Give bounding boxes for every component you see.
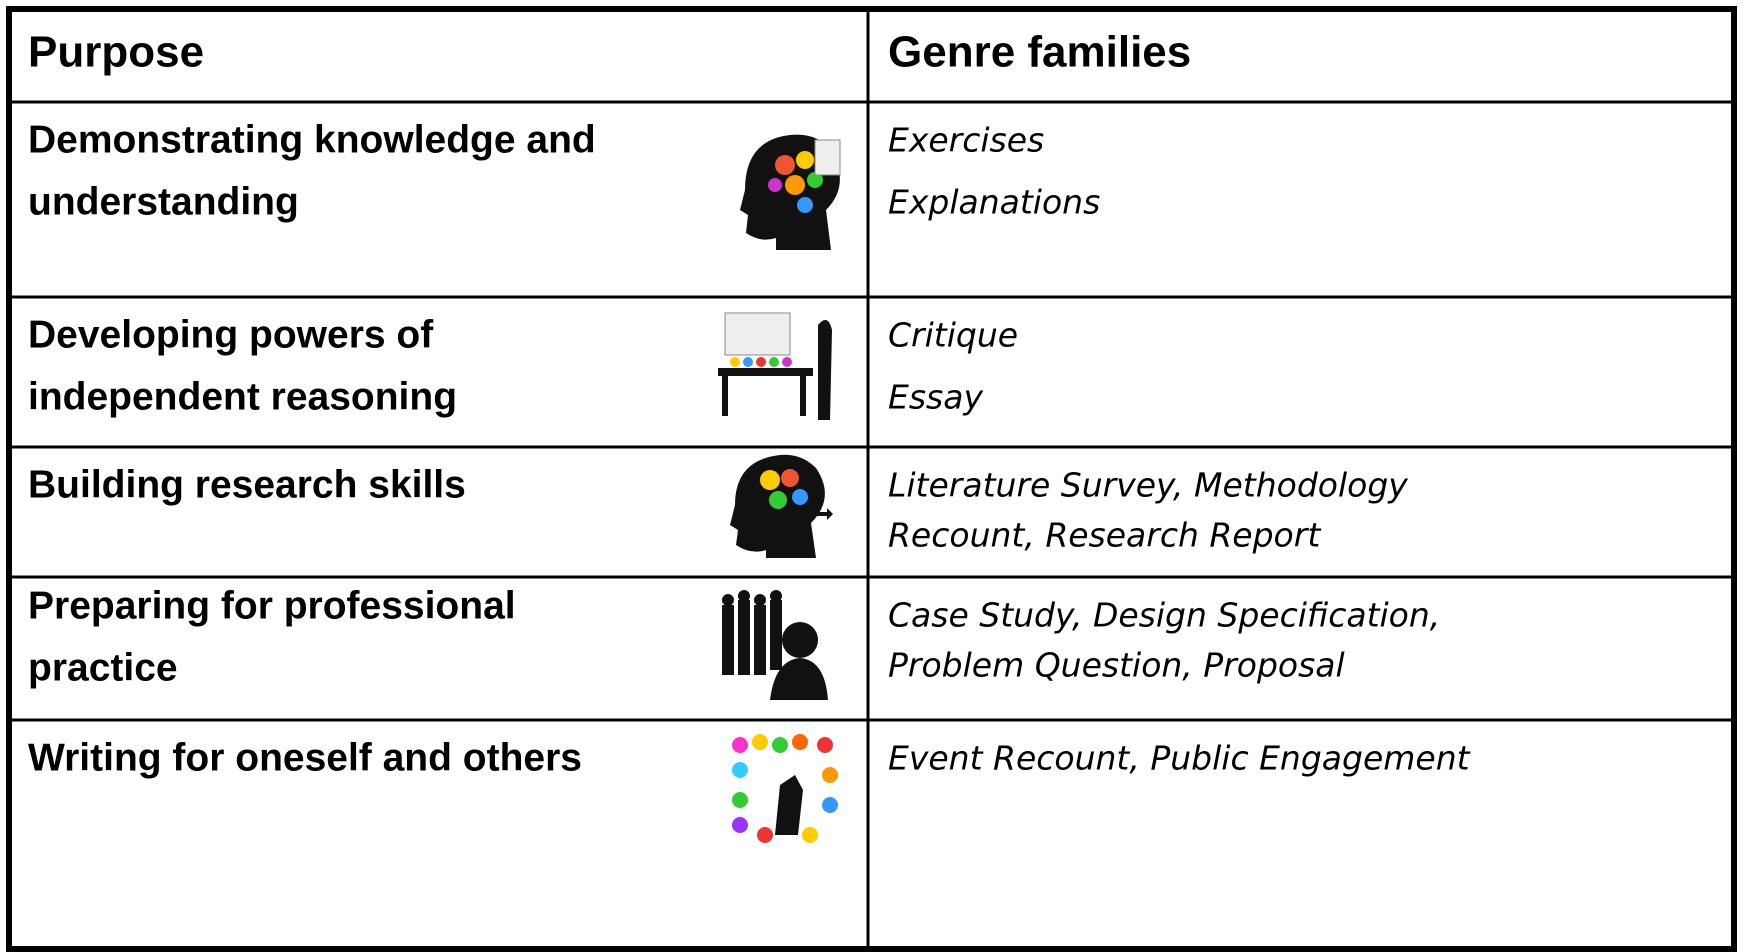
icon-knowledge bbox=[740, 134, 841, 250]
header-cell: Purpose bbox=[28, 28, 204, 77]
purpose-text: Demonstrating knowledge and bbox=[28, 118, 596, 161]
genre-text: Essay bbox=[888, 378, 983, 417]
genre-text: Problem Question, Proposal bbox=[888, 646, 1345, 685]
genre-text: Event Recount, Public Engagement bbox=[888, 739, 1471, 778]
purpose-text: Writing for oneself and others bbox=[28, 736, 582, 779]
icon-research bbox=[730, 454, 833, 558]
genre-text: Literature Survey, Methodology bbox=[888, 466, 1408, 505]
table-border bbox=[6, 6, 1737, 952]
purpose-text: Preparing for professional bbox=[28, 584, 516, 627]
purpose-text: independent reasoning bbox=[28, 375, 457, 418]
header-cell: Genre families bbox=[888, 28, 1191, 77]
purpose-text: understanding bbox=[28, 180, 299, 223]
purpose-text: Developing powers of bbox=[28, 313, 434, 356]
icon-professional bbox=[722, 590, 828, 700]
genre-text: Case Study, Design Specification, bbox=[888, 596, 1440, 635]
genre-text: Recount, Research Report bbox=[888, 516, 1321, 555]
icon-writing bbox=[732, 734, 838, 843]
genre-text: Exercises bbox=[888, 121, 1044, 160]
purpose-text: practice bbox=[28, 646, 178, 689]
purpose-text: Building research skills bbox=[28, 463, 466, 506]
genre-text: Critique bbox=[888, 316, 1018, 355]
genre-text: Explanations bbox=[888, 183, 1100, 222]
icon-reasoning bbox=[718, 312, 832, 420]
